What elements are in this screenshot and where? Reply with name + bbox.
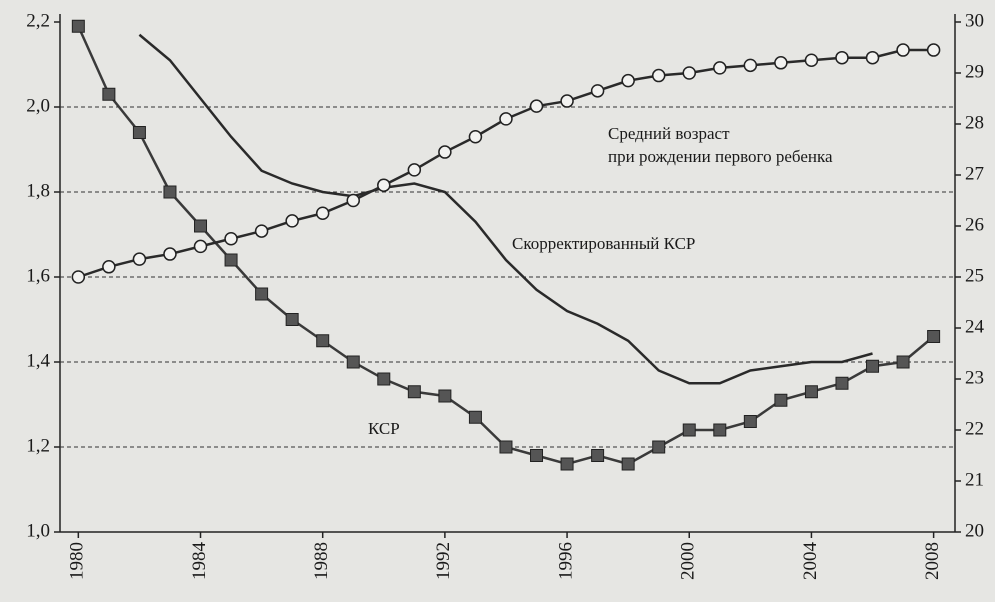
circle-marker	[71, 270, 86, 284]
square-marker	[255, 287, 269, 301]
y-tick-label: 2,2	[26, 10, 50, 31]
circle-marker	[285, 214, 299, 228]
y2-tick-label: 30	[965, 10, 984, 31]
square-marker	[194, 219, 208, 233]
circle-marker	[163, 247, 177, 261]
x-tick-label: 2000	[678, 542, 699, 580]
y2-tick-label: 26	[965, 214, 984, 235]
circle-marker	[774, 56, 788, 70]
circle-marker	[651, 68, 666, 83]
square-marker	[71, 19, 85, 33]
annotation: Скорректированный КСР	[512, 234, 695, 253]
x-tick-label: 1980	[67, 542, 88, 580]
square-marker	[316, 334, 330, 348]
square-marker	[499, 440, 513, 454]
circle-marker	[896, 43, 910, 57]
y-tick-label: 1,8	[26, 180, 50, 201]
square-marker	[713, 423, 727, 437]
square-marker	[927, 330, 941, 343]
annotation: КСР	[368, 419, 400, 438]
square-marker	[804, 385, 818, 399]
y-tick-label: 2,0	[26, 95, 50, 116]
square-marker	[132, 126, 146, 139]
square-marker	[652, 440, 666, 454]
square-marker	[163, 185, 177, 199]
square-marker	[346, 355, 360, 369]
circle-marker	[468, 130, 483, 144]
circle-marker	[499, 112, 513, 126]
square-marker	[224, 253, 238, 267]
x-tick-label: 1992	[433, 542, 454, 580]
circle-marker	[438, 145, 452, 159]
y2-tick-label: 29	[965, 61, 984, 82]
circle-marker	[682, 66, 696, 80]
circle-marker	[713, 61, 727, 75]
circle-marker	[377, 178, 391, 192]
circle-marker	[132, 252, 147, 266]
square-marker	[377, 372, 391, 386]
square-marker	[774, 393, 788, 407]
square-marker	[591, 449, 605, 462]
y-tick-label: 1,6	[26, 265, 50, 286]
y2-tick-label: 23	[965, 367, 984, 388]
circle-marker	[193, 239, 208, 254]
y2-tick-label: 27	[965, 163, 984, 184]
annotation: при рождении первого ребенка	[608, 147, 833, 166]
circle-marker	[590, 84, 605, 98]
circle-marker	[835, 50, 849, 65]
y-tick-label: 1,4	[26, 350, 50, 371]
square-marker	[102, 87, 116, 101]
y2-tick-label: 25	[965, 265, 984, 286]
circle-marker	[254, 224, 269, 238]
y2-tick-label: 21	[965, 469, 984, 490]
square-marker	[621, 457, 635, 471]
square-marker	[896, 355, 910, 369]
series-line	[138, 33, 873, 385]
circle-marker	[102, 260, 116, 274]
circle-marker	[315, 206, 330, 220]
square-marker	[835, 376, 849, 390]
circle-marker	[560, 94, 574, 108]
y2-tick-label: 22	[965, 418, 984, 439]
square-marker	[682, 423, 696, 437]
circle-marker	[529, 99, 544, 113]
x-tick-label: 2004	[800, 542, 821, 581]
y-tick-label: 1,2	[26, 435, 50, 456]
square-marker	[438, 389, 452, 403]
square-marker	[560, 457, 574, 471]
circle-marker	[743, 58, 758, 73]
x-tick-label: 1984	[189, 542, 210, 581]
square-marker	[285, 313, 299, 326]
circle-marker	[407, 163, 422, 177]
y-tick-label: 1,0	[26, 520, 50, 541]
square-marker	[743, 415, 757, 428]
square-marker	[530, 449, 544, 462]
circle-marker	[865, 50, 880, 65]
circle-marker	[224, 232, 238, 246]
square-marker	[866, 359, 880, 373]
x-tick-label: 1996	[555, 542, 576, 580]
circle-marker	[804, 53, 819, 67]
circle-marker	[621, 73, 635, 88]
y2-tick-label: 20	[965, 520, 984, 541]
annotation: Средний возраст	[608, 124, 730, 143]
y2-tick-label: 24	[965, 316, 985, 337]
square-marker	[468, 410, 482, 424]
x-tick-label: 1988	[311, 542, 332, 580]
square-marker	[407, 385, 421, 399]
y2-tick-label: 28	[965, 112, 984, 133]
x-tick-label: 2008	[922, 542, 943, 580]
circle-marker	[926, 43, 941, 57]
circle-marker	[346, 193, 360, 208]
